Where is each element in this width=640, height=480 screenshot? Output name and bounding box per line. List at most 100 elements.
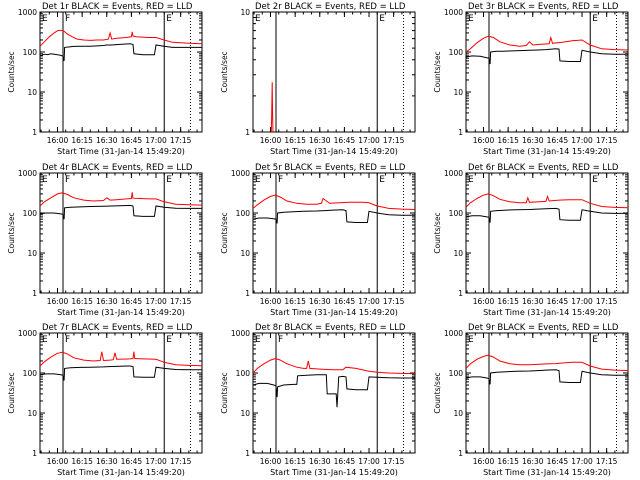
- time-marker-label: E: [42, 14, 48, 24]
- time-marker-label: E: [255, 175, 261, 185]
- series-lld-line: [465, 35, 629, 53]
- y-tick-label: 1000: [444, 8, 463, 17]
- x-axis-label: Start Time (31-Jan-14 15:49:20): [57, 147, 185, 156]
- x-axis-label: Start Time (31-Jan-14 15:49:20): [483, 468, 611, 477]
- x-tick-label: 17:15: [383, 136, 405, 145]
- x-tick-label: 17:00: [358, 297, 380, 306]
- series-events-line: [252, 209, 415, 224]
- y-axis-label: Counts/sec: [7, 372, 16, 413]
- x-tick-label: 17:15: [170, 136, 192, 145]
- y-tick-label: 100: [23, 48, 38, 57]
- x-tick-label: 17:00: [571, 457, 593, 466]
- x-axis-label: Start Time (31-Jan-14 15:49:20): [483, 147, 611, 156]
- x-axis-label: Start Time (31-Jan-14 15:49:20): [270, 147, 398, 156]
- series-events-line: [465, 207, 628, 223]
- series-lld-line: [465, 354, 629, 372]
- x-tick-label: 16:00: [473, 457, 495, 466]
- y-tick-label: 100: [236, 369, 251, 378]
- x-tick-label: 16:45: [547, 457, 569, 466]
- plot-frame: [465, 172, 629, 294]
- y-axis-label: Counts/sec: [433, 51, 442, 92]
- x-tick-label: 17:00: [358, 457, 380, 466]
- x-tick-label: 16:30: [96, 297, 118, 306]
- y-tick-label: 10: [27, 88, 37, 97]
- y-axis-label: Counts/sec: [220, 372, 229, 413]
- x-tick-label: 16:15: [497, 297, 519, 306]
- x-tick-label: 16:00: [47, 457, 69, 466]
- x-tick-label: 16:30: [96, 136, 118, 145]
- series-lld-line: [270, 82, 274, 133]
- y-axis-label: Counts/sec: [433, 372, 442, 413]
- detector-panel-3: Det 3r BLACK = Events, RED = LLD 1 10 100 10…: [433, 2, 629, 156]
- y-tick-label: 100: [449, 369, 464, 378]
- time-marker-label: E: [166, 335, 172, 345]
- y-tick-label: 1000: [18, 8, 37, 17]
- time-marker-label: E: [255, 14, 261, 24]
- x-tick-label: 16:45: [334, 457, 356, 466]
- y-tick-label: 100: [23, 209, 38, 218]
- y-tick-label: 10: [453, 249, 463, 258]
- series-events-line: [252, 374, 415, 408]
- x-tick-label: 16:15: [497, 136, 519, 145]
- plot-frame: [252, 172, 416, 294]
- x-tick-label: 16:15: [284, 457, 306, 466]
- time-marker-label: F: [278, 335, 283, 345]
- y-tick-label: 1: [245, 128, 250, 137]
- x-axis-label: Start Time (31-Jan-14 15:49:20): [483, 308, 611, 317]
- x-tick-label: 17:15: [170, 457, 192, 466]
- series-lld-line: [465, 193, 629, 209]
- y-tick-label: 1: [32, 289, 37, 298]
- series-events-line: [465, 369, 628, 385]
- x-tick-label: 16:15: [284, 136, 306, 145]
- y-axis-label: Counts/sec: [7, 51, 16, 92]
- y-tick-label: 10: [27, 409, 37, 418]
- y-axis-label: Counts/sec: [220, 212, 229, 253]
- x-tick-label: 16:15: [71, 457, 93, 466]
- panel-title: Det 4r BLACK = Events, RED = LLD: [42, 163, 193, 173]
- detector-panel-7: Det 7r BLACK = Events, RED = LLD 1 10 100 10…: [7, 323, 203, 477]
- y-tick-label: 1: [245, 289, 250, 298]
- panel-title: Det 6r BLACK = Events, RED = LLD: [468, 163, 619, 173]
- x-axis-label: Start Time (31-Jan-14 15:49:20): [57, 308, 185, 317]
- time-marker-label: F: [65, 175, 70, 185]
- x-tick-label: 16:15: [71, 136, 93, 145]
- time-marker-label: E: [42, 335, 48, 345]
- x-tick-label: 17:00: [145, 136, 167, 145]
- y-tick-label: 10: [240, 249, 250, 258]
- y-tick-label: 1: [458, 128, 463, 137]
- y-tick-label: 100: [449, 48, 464, 57]
- panel-title: Det 9r BLACK = Events, RED = LLD: [468, 323, 619, 333]
- time-marker-label: E: [379, 175, 385, 185]
- series-events-line: [39, 43, 202, 62]
- panel-title: Det 8r BLACK = Events, RED = LLD: [255, 323, 406, 333]
- y-tick-label: 1000: [444, 329, 463, 338]
- x-tick-label: 16:45: [547, 297, 569, 306]
- detector-panel-8: Det 8r BLACK = Events, RED = LLD 1 10 100 10…: [220, 323, 416, 477]
- y-tick-label: 1: [32, 128, 37, 137]
- time-marker-label: E: [42, 175, 48, 185]
- time-marker-label: F: [278, 175, 283, 185]
- series-events-line: [465, 48, 628, 65]
- plot-frame: [252, 11, 416, 133]
- time-marker-label: E: [255, 335, 261, 345]
- x-tick-label: 17:15: [170, 297, 192, 306]
- y-tick-label: 10: [240, 409, 250, 418]
- plot-frame: [39, 11, 203, 133]
- panel-title: Det 7r BLACK = Events, RED = LLD: [42, 323, 193, 333]
- x-tick-label: 17:00: [358, 136, 380, 145]
- detector-panel-2: Det 2r BLACK = Events, RED = LLD 1 10 16:00…: [220, 2, 416, 156]
- series-lld-line: [252, 357, 416, 375]
- y-tick-label: 10: [453, 88, 463, 97]
- y-axis-label: Counts/sec: [433, 212, 442, 253]
- detector-panel-6: Det 6r BLACK = Events, RED = LLD 1 10 100 10…: [433, 163, 629, 317]
- x-tick-label: 17:00: [145, 297, 167, 306]
- plot-frame: [39, 332, 203, 454]
- panel-title: Det 3r BLACK = Events, RED = LLD: [468, 2, 619, 12]
- x-tick-label: 17:00: [571, 297, 593, 306]
- series-lld-line: [39, 29, 203, 47]
- detector-panel-1: Det 1r BLACK = Events, RED = LLD 1 10 100 10…: [7, 2, 203, 156]
- panel-title: Det 2r BLACK = Events, RED = LLD: [255, 2, 406, 12]
- y-axis-label: Counts/sec: [7, 212, 16, 253]
- x-axis-label: Start Time (31-Jan-14 15:49:20): [270, 468, 398, 477]
- x-tick-label: 16:45: [121, 457, 143, 466]
